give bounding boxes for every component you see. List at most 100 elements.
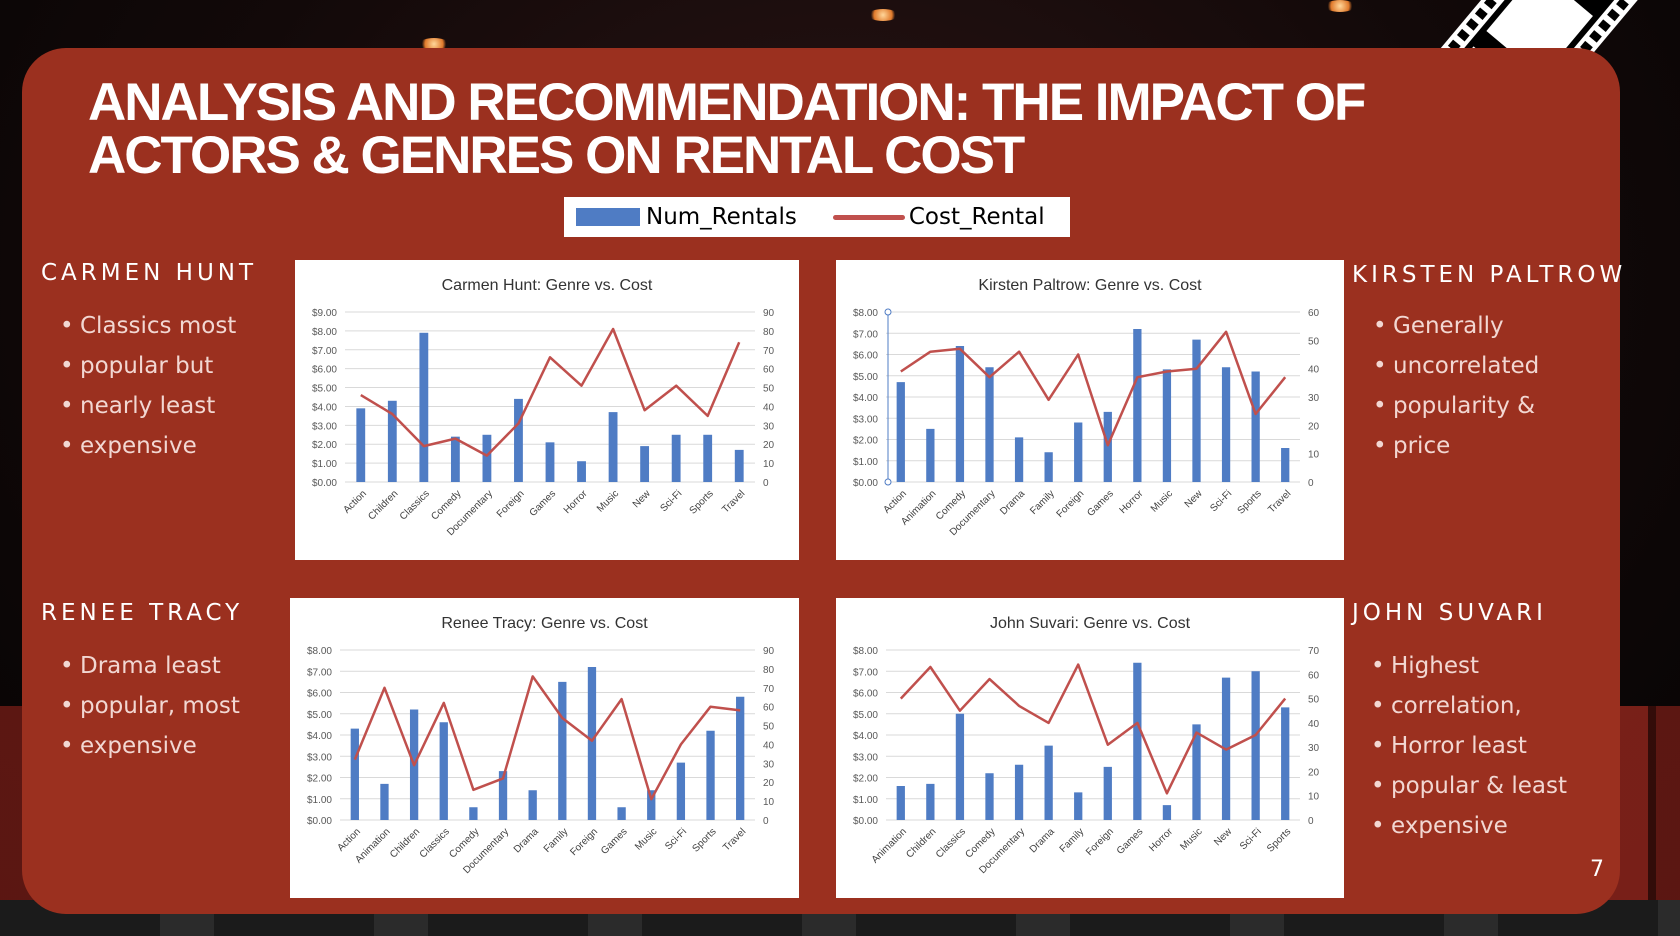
x-tick-label: New bbox=[1183, 488, 1205, 510]
bar-num-rentals bbox=[1074, 422, 1083, 482]
y-right-tick-label: 70 bbox=[763, 684, 775, 695]
bar-num-rentals bbox=[1281, 707, 1290, 820]
film-sprocket-hole bbox=[1607, 8, 1620, 22]
bar-num-rentals bbox=[734, 449, 744, 482]
chart-svg: Carmen Hunt: Genre vs. Cost $0.00 $1.00 $2.… bbox=[312, 277, 775, 538]
bar-num-rentals bbox=[528, 790, 537, 820]
note-text: price bbox=[1393, 433, 1451, 459]
bar-num-rentals bbox=[647, 790, 656, 820]
y-right-tick-label: 20 bbox=[1308, 767, 1320, 778]
y-right-tick-label: 40 bbox=[1308, 365, 1320, 376]
chart-svg: Renee Tracy: Genre vs. Cost $0.00 $1.00 $2.… bbox=[307, 615, 775, 876]
actor-notes-renee-tracy: Drama least popular, most expensive bbox=[60, 646, 240, 766]
y-right-tick-label: 0 bbox=[763, 478, 769, 489]
line-cost-rental bbox=[353, 675, 741, 801]
bar-num-rentals bbox=[608, 412, 618, 482]
y-right-tick-label: 50 bbox=[1308, 695, 1320, 706]
x-tick-label: Games bbox=[599, 826, 630, 857]
note-line: expensive bbox=[1371, 806, 1567, 846]
actor-notes-john-suvari: Highest correlation, Horror least popula… bbox=[1371, 646, 1567, 846]
actor-name-john-suvari: JOHN SUVARI bbox=[1352, 600, 1547, 626]
x-tick-label: Children bbox=[366, 488, 400, 522]
y-left-tick-label: $3.00 bbox=[307, 752, 332, 763]
x-tick-label: Foreign bbox=[1055, 488, 1087, 520]
x-tick-label: Music bbox=[1178, 826, 1204, 852]
x-tick-label: Travel bbox=[1266, 488, 1293, 515]
x-tick-label: Foreign bbox=[568, 826, 600, 858]
y-left-tick-label: $0.00 bbox=[853, 478, 878, 489]
note-line: Horror least bbox=[1371, 726, 1567, 766]
x-tick-label: Family bbox=[1058, 826, 1087, 855]
y-right-tick-label: 20 bbox=[763, 778, 775, 789]
note-line: popular & least bbox=[1371, 766, 1567, 806]
x-tick-label: Sci-Fi bbox=[658, 488, 684, 514]
y-left-tick-label: $6.00 bbox=[312, 365, 337, 376]
x-tick-label: Children bbox=[388, 826, 422, 860]
y-right-tick-label: 30 bbox=[1308, 393, 1320, 404]
bar-num-rentals bbox=[1251, 671, 1260, 820]
actor-notes-carmen-hunt: Classics most popular but nearly least e… bbox=[60, 306, 236, 466]
y-left-tick-label: $2.00 bbox=[853, 436, 878, 447]
y-right-tick-label: 90 bbox=[763, 308, 775, 319]
bar-num-rentals bbox=[545, 442, 555, 482]
bar-num-rentals bbox=[703, 434, 713, 482]
bar-num-rentals bbox=[896, 382, 905, 482]
ceiling-light bbox=[1325, 0, 1355, 12]
y-right-tick-label: 50 bbox=[763, 384, 775, 395]
y-left-tick-label: $8.00 bbox=[307, 646, 332, 657]
bar-num-rentals bbox=[1281, 448, 1290, 482]
note-text: expensive bbox=[80, 433, 197, 459]
y-left-tick-label: $5.00 bbox=[307, 710, 332, 721]
y-right-tick-label: 10 bbox=[1308, 792, 1320, 803]
note-text: Drama least bbox=[80, 653, 221, 679]
bar-num-rentals bbox=[350, 728, 359, 820]
y-left-tick-label: $4.00 bbox=[853, 731, 878, 742]
y-right-tick-label: 60 bbox=[1308, 670, 1320, 681]
legend-label-cost-rental: Cost_Rental bbox=[908, 204, 1045, 230]
y-right-tick-label: 30 bbox=[1308, 743, 1320, 754]
y-right-tick-label: 50 bbox=[1308, 336, 1320, 347]
y-left-tick-label: $5.00 bbox=[853, 372, 878, 383]
legend-item-cost-rental: Cost_Rental bbox=[797, 204, 1045, 230]
bar-num-rentals bbox=[1192, 339, 1201, 482]
y-right-tick-label: 30 bbox=[763, 759, 775, 770]
y-left-tick-label: $5.00 bbox=[853, 710, 878, 721]
line-cost-rental bbox=[899, 663, 1287, 795]
x-tick-label: Sci-Fi bbox=[1238, 826, 1264, 852]
y-left-tick-label: $3.00 bbox=[853, 752, 878, 763]
x-tick-label: Family bbox=[1028, 488, 1057, 517]
x-tick-label: Games bbox=[528, 488, 559, 519]
x-tick-label: Animation bbox=[870, 826, 909, 865]
y-left-tick-label: $3.00 bbox=[853, 414, 878, 425]
bar-num-rentals bbox=[1014, 764, 1024, 820]
chart-title: John Suvari: Genre vs. Cost bbox=[990, 615, 1191, 632]
chart-legend: Num_Rentals Cost_Rental bbox=[564, 197, 1070, 237]
bar-num-rentals bbox=[577, 461, 586, 482]
actor-name-carmen-hunt: CARMEN HUNT bbox=[41, 260, 258, 286]
bar-num-rentals bbox=[419, 332, 429, 482]
bar-num-rentals bbox=[1014, 437, 1024, 482]
note-line: Classics most bbox=[60, 306, 236, 346]
note-text: popularity & bbox=[1393, 393, 1536, 419]
y-left-tick-label: $9.00 bbox=[312, 308, 337, 319]
y-left-tick-label: $7.00 bbox=[853, 329, 878, 340]
chart-john-suvari: John Suvari: Genre vs. Cost $0.00 $1.00 $2.… bbox=[836, 598, 1344, 898]
chart-svg: Kirsten Paltrow: Genre vs. Cost $0.00 $1.0… bbox=[853, 277, 1320, 538]
x-tick-label: Classics bbox=[398, 488, 432, 522]
x-tick-label: Sports bbox=[688, 488, 716, 516]
x-tick-label: Sci-Fi bbox=[663, 826, 689, 852]
bar-num-rentals bbox=[356, 408, 366, 482]
x-tick-label: Action bbox=[341, 488, 368, 515]
film-sprocket-hole bbox=[1589, 30, 1602, 43]
y-right-tick-label: 80 bbox=[763, 327, 775, 338]
y-left-tick-label: $4.00 bbox=[312, 402, 337, 413]
y-right-tick-label: 60 bbox=[1308, 308, 1320, 319]
y-right-tick-label: 10 bbox=[763, 459, 775, 470]
x-tick-label: Travel bbox=[720, 488, 747, 515]
y-left-tick-label: $6.00 bbox=[307, 689, 332, 700]
y-left-tick-label: $3.00 bbox=[312, 421, 337, 432]
line-cost-rental bbox=[900, 330, 1287, 447]
bar-num-rentals bbox=[498, 771, 508, 820]
y-right-tick-label: 60 bbox=[763, 365, 775, 376]
